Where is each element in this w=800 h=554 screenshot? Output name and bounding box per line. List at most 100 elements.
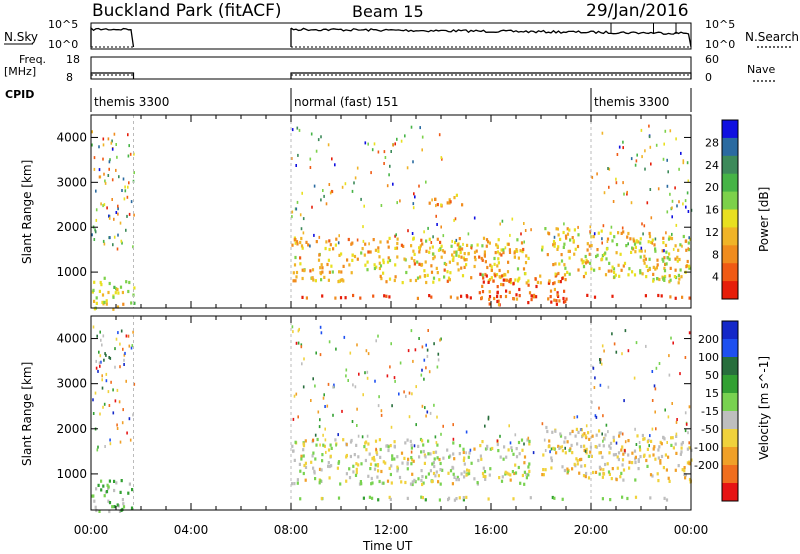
heatmap-cell xyxy=(520,232,522,236)
heatmap-cell xyxy=(364,371,366,375)
heatmap-cell xyxy=(581,261,584,265)
heatmap-cell xyxy=(367,250,370,254)
heatmap-cell xyxy=(328,476,331,480)
heatmap-cell xyxy=(352,383,354,387)
heatmap-cell xyxy=(302,471,305,476)
heatmap-cell xyxy=(470,461,473,465)
heatmap-cell xyxy=(674,296,677,300)
heatmap-cell xyxy=(305,240,308,244)
heatmap-cell xyxy=(359,480,362,484)
heatmap-cell xyxy=(583,464,587,468)
heatmap-cell xyxy=(490,276,493,280)
heatmap-cell xyxy=(497,449,500,453)
heatmap-cell xyxy=(512,297,516,301)
heatmap-cell xyxy=(600,362,603,366)
nsky-panel-frame xyxy=(90,22,692,50)
heatmap-cell xyxy=(463,462,466,466)
heatmap-cell xyxy=(530,228,532,232)
heatmap-cell xyxy=(602,444,605,448)
heatmap-cell xyxy=(429,469,432,473)
heatmap-cell xyxy=(299,469,302,473)
heatmap-cell xyxy=(584,271,587,275)
heatmap-cell xyxy=(396,237,399,241)
heatmap-cell xyxy=(609,231,612,235)
heatmap-cell xyxy=(682,202,684,206)
heatmap-cell xyxy=(461,247,464,251)
heatmap-cell xyxy=(351,241,354,245)
heatmap-cell xyxy=(441,157,443,161)
heatmap-cell xyxy=(643,453,646,457)
heatmap-cell xyxy=(108,216,111,220)
heatmap-cell xyxy=(325,240,328,244)
heatmap-cell xyxy=(648,124,650,128)
heatmap-cell xyxy=(511,470,514,474)
nave-tick-top: 60 xyxy=(705,53,719,66)
heatmap-cell xyxy=(662,236,665,240)
heatmap-cell xyxy=(438,498,441,502)
heatmap-cell xyxy=(310,460,313,464)
heatmap-cell xyxy=(488,473,491,477)
heatmap-cell xyxy=(461,274,465,278)
heatmap-cell xyxy=(354,473,358,477)
heatmap-cell xyxy=(630,157,633,161)
heatmap-cell xyxy=(438,278,441,282)
heatmap-cell xyxy=(95,359,97,363)
heatmap-cell xyxy=(553,496,556,500)
heatmap-cell xyxy=(627,231,630,236)
heatmap-cell xyxy=(319,271,322,275)
heatmap-cell xyxy=(380,469,383,474)
heatmap-cell xyxy=(523,240,525,244)
heatmap-cell xyxy=(358,482,362,486)
heatmap-cell xyxy=(470,246,473,250)
heatmap-cell xyxy=(443,250,446,254)
heatmap-cell xyxy=(566,470,569,474)
heatmap-cell xyxy=(304,478,307,482)
heatmap-cell xyxy=(309,269,312,273)
heatmap-cell xyxy=(327,258,330,262)
heatmap-cell xyxy=(440,244,443,248)
heatmap-cell xyxy=(375,265,378,269)
heatmap-cell xyxy=(131,344,134,348)
heatmap-cell xyxy=(98,361,101,365)
heatmap-cell xyxy=(439,482,442,486)
heatmap-cell xyxy=(373,467,377,471)
colorbar-ticklabel: 16 xyxy=(705,204,719,217)
heatmap-cell xyxy=(94,391,97,395)
heatmap-cell xyxy=(443,275,446,279)
heatmap-cell xyxy=(425,343,427,347)
heatmap-cell xyxy=(421,148,423,152)
heatmap-cell xyxy=(384,156,387,159)
heatmap-cell xyxy=(127,154,130,158)
heatmap-cell xyxy=(93,280,96,284)
heatmap-cell xyxy=(612,435,615,439)
heatmap-cell xyxy=(378,266,381,271)
heatmap-cell xyxy=(119,342,121,346)
heatmap-cell xyxy=(377,249,380,253)
heatmap-cell xyxy=(114,347,116,351)
heatmap-cell xyxy=(361,247,364,251)
heatmap-cell xyxy=(291,157,293,160)
heatmap-cell xyxy=(465,430,468,434)
heatmap-cell xyxy=(382,261,385,265)
heatmap-cell xyxy=(350,271,353,275)
heatmap-cell xyxy=(572,239,575,243)
heatmap-cell xyxy=(463,475,466,479)
heatmap-cell xyxy=(107,137,110,141)
colorbar-swatch xyxy=(722,281,738,300)
heatmap-cell xyxy=(586,260,589,264)
heatmap-cell xyxy=(677,273,680,277)
heatmap-cell xyxy=(347,237,350,242)
heatmap-cell xyxy=(322,433,324,437)
heatmap-cell xyxy=(463,252,466,256)
heatmap-cell xyxy=(598,406,600,410)
heatmap-cell xyxy=(416,296,419,300)
heatmap-cell xyxy=(516,267,520,271)
heatmap-cell xyxy=(671,206,673,210)
heatmap-cell xyxy=(467,455,470,459)
heatmap-cell xyxy=(639,255,642,259)
heatmap-cell xyxy=(462,256,465,260)
heatmap-cell xyxy=(481,273,484,277)
heatmap-cell xyxy=(103,358,105,362)
heatmap-cell xyxy=(586,293,589,297)
heatmap-cell xyxy=(646,268,650,273)
